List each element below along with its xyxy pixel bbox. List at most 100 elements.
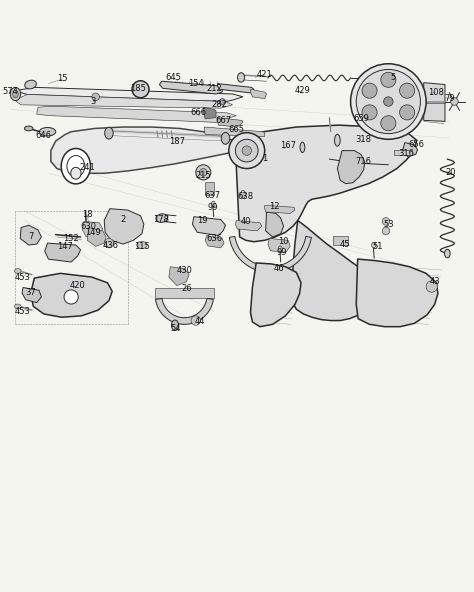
Ellipse shape [13, 90, 18, 98]
Ellipse shape [278, 246, 282, 252]
Text: 99: 99 [208, 203, 218, 212]
Text: 636: 636 [207, 234, 223, 243]
Text: 421: 421 [257, 70, 273, 79]
Circle shape [229, 133, 264, 169]
Ellipse shape [39, 127, 56, 136]
Polygon shape [36, 106, 237, 123]
Ellipse shape [15, 304, 21, 309]
Ellipse shape [61, 149, 91, 184]
Circle shape [196, 165, 211, 180]
Text: 2: 2 [120, 215, 126, 224]
Circle shape [362, 83, 377, 98]
Text: 1: 1 [262, 154, 267, 163]
Ellipse shape [172, 320, 179, 330]
Text: 178: 178 [153, 215, 169, 224]
Polygon shape [159, 81, 222, 94]
Polygon shape [293, 220, 380, 320]
Text: 630: 630 [81, 221, 97, 231]
Text: 7: 7 [28, 233, 33, 242]
Circle shape [64, 290, 78, 304]
Text: 185: 185 [130, 84, 146, 93]
Ellipse shape [25, 126, 33, 131]
Text: 46: 46 [273, 264, 284, 273]
Ellipse shape [10, 88, 21, 101]
Text: 152: 152 [63, 234, 79, 243]
Polygon shape [203, 107, 216, 119]
Polygon shape [218, 118, 243, 127]
Circle shape [362, 105, 377, 120]
Text: 154: 154 [188, 79, 204, 88]
Text: 436: 436 [103, 240, 119, 249]
Circle shape [219, 99, 225, 104]
Text: 656: 656 [409, 140, 425, 149]
Text: 53: 53 [383, 220, 393, 229]
Circle shape [400, 83, 415, 98]
Polygon shape [51, 127, 240, 173]
Circle shape [132, 81, 149, 98]
Ellipse shape [211, 201, 215, 207]
Ellipse shape [67, 156, 85, 177]
Text: 318: 318 [356, 135, 372, 144]
Circle shape [191, 316, 201, 325]
Text: 147: 147 [57, 242, 73, 251]
Polygon shape [204, 127, 264, 137]
Text: 282: 282 [211, 100, 228, 110]
Circle shape [104, 239, 114, 248]
Text: 429: 429 [294, 86, 310, 95]
Text: 99: 99 [277, 248, 287, 257]
Text: 40: 40 [240, 217, 251, 226]
Polygon shape [218, 83, 254, 93]
Polygon shape [87, 227, 106, 246]
Circle shape [382, 218, 390, 225]
Polygon shape [402, 143, 418, 157]
Text: 79: 79 [445, 94, 455, 103]
Circle shape [381, 72, 396, 88]
Text: 5: 5 [391, 73, 396, 82]
Polygon shape [265, 212, 283, 237]
Text: 453: 453 [15, 273, 30, 282]
Text: 665: 665 [228, 126, 245, 134]
Text: 149: 149 [85, 228, 101, 237]
Text: 45: 45 [340, 240, 350, 249]
Polygon shape [169, 267, 189, 285]
Bar [205, 182, 214, 195]
Polygon shape [251, 263, 301, 327]
Text: 10: 10 [278, 237, 289, 246]
Text: 37: 37 [25, 288, 36, 297]
Text: 15: 15 [57, 75, 68, 83]
Bar [333, 236, 348, 245]
Circle shape [382, 227, 390, 234]
Text: 12: 12 [269, 202, 279, 211]
Circle shape [451, 98, 458, 105]
Ellipse shape [137, 242, 147, 249]
Circle shape [92, 93, 100, 101]
Ellipse shape [71, 168, 81, 179]
Text: 54: 54 [171, 324, 181, 333]
Text: 667: 667 [215, 116, 231, 125]
Circle shape [200, 169, 207, 176]
Text: 420: 420 [70, 281, 86, 290]
Ellipse shape [156, 214, 168, 223]
Text: 453: 453 [15, 307, 30, 316]
Ellipse shape [25, 80, 36, 89]
Polygon shape [104, 208, 144, 244]
Circle shape [351, 64, 426, 139]
Ellipse shape [445, 249, 450, 258]
Ellipse shape [221, 133, 230, 144]
Circle shape [242, 146, 251, 155]
Polygon shape [251, 89, 266, 99]
Text: 115: 115 [134, 242, 150, 251]
Text: 26: 26 [181, 284, 191, 294]
Text: 646: 646 [36, 131, 52, 140]
Ellipse shape [15, 269, 21, 274]
Text: 20: 20 [446, 168, 456, 177]
Text: 574: 574 [3, 87, 18, 96]
Polygon shape [264, 205, 295, 213]
Text: 212: 212 [207, 84, 222, 93]
Circle shape [236, 139, 258, 162]
Text: 215: 215 [195, 171, 211, 180]
Polygon shape [15, 95, 233, 108]
Polygon shape [82, 221, 103, 237]
Bar [394, 150, 412, 155]
Polygon shape [337, 150, 365, 184]
